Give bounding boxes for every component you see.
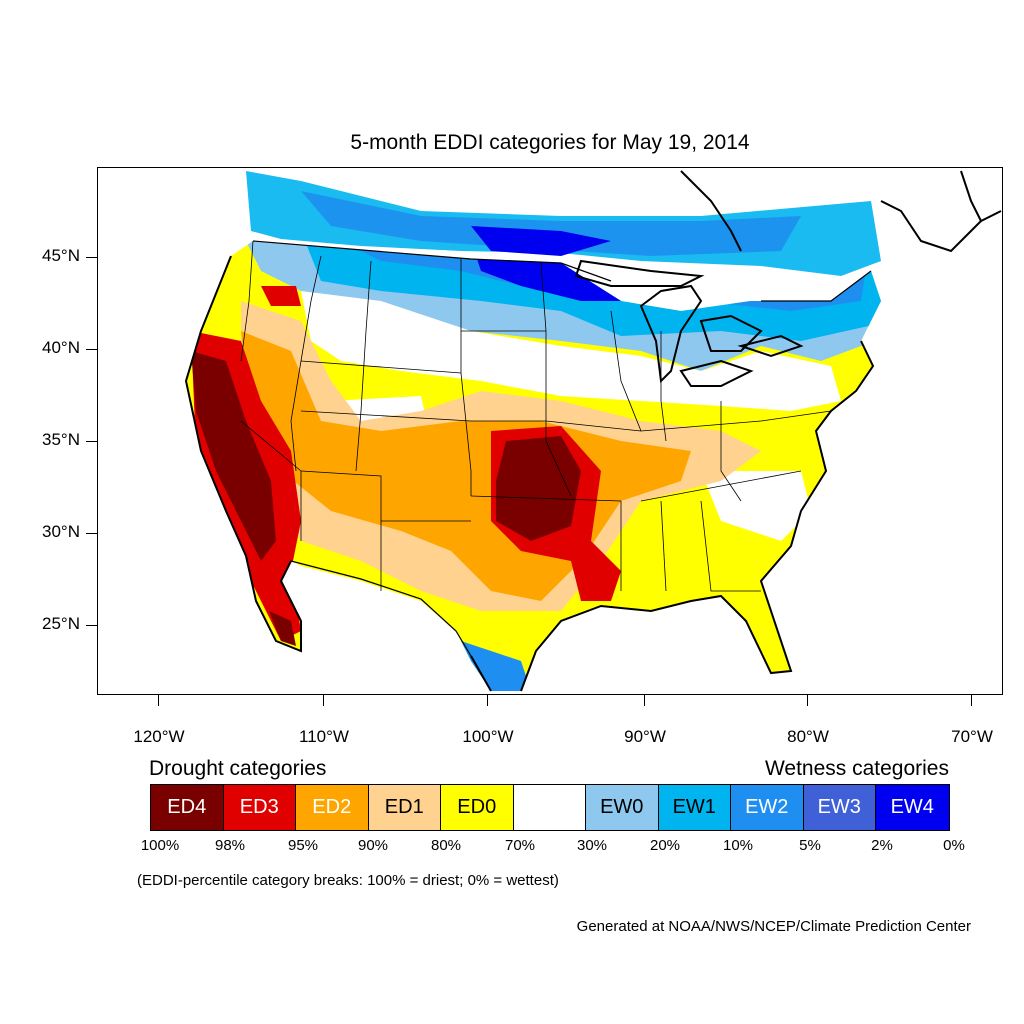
percent-break: 95%: [287, 837, 319, 854]
legend-note: (EDDI-percentile category breaks: 100% =…: [137, 872, 559, 889]
lat-label-35n: 35°N: [42, 430, 80, 449]
drought-heading: Drought categories: [149, 757, 327, 780]
lon-tick: [644, 695, 645, 706]
lat-tick: [86, 441, 97, 442]
percent-break: 0%: [943, 837, 965, 854]
national-borders: [252, 240, 872, 657]
legend-cell-ew4: EW4: [876, 785, 949, 830]
lat-tick: [86, 257, 97, 258]
lon-label-110w: 110°W: [299, 727, 349, 746]
lat-tick: [86, 625, 97, 626]
state-borders: [240, 240, 832, 592]
percent-break: 70%: [504, 837, 536, 854]
lon-label-80w: 80°W: [787, 727, 829, 746]
legend-cell-ew2: EW2: [731, 785, 804, 830]
percent-break: 30%: [576, 837, 608, 854]
lat-label-40n: 40°N: [42, 338, 80, 357]
coastlines: [184, 170, 1002, 692]
percent-break: 100%: [140, 837, 180, 854]
legend-cell-ed1: ED1: [368, 785, 441, 830]
eddi-map: [184, 170, 1002, 692]
lon-tick: [807, 695, 808, 706]
map-panel: [97, 167, 1003, 695]
lon-tick: [323, 695, 324, 706]
legend-colorbar: ED4 ED3 ED2 ED1 ED0 EW0 EW1 EW2 EW3 EW4: [150, 784, 950, 831]
percent-break: 80%: [430, 837, 462, 854]
percent-break: 98%: [214, 837, 246, 854]
legend-cell-ew0: EW0: [586, 785, 659, 830]
lon-label-70w: 70°W: [951, 727, 993, 746]
percent-break: 10%: [722, 837, 754, 854]
lon-tick: [158, 695, 159, 706]
legend-cell-ew3: EW3: [803, 785, 876, 830]
wetness-heading: Wetness categories: [764, 757, 949, 780]
percent-break: 20%: [649, 837, 681, 854]
lat-label-30n: 30°N: [42, 522, 80, 541]
percent-break: 90%: [357, 837, 389, 854]
map-title: 5-month EDDI categories for May 19, 2014: [350, 131, 750, 154]
lat-label-45n: 45°N: [42, 246, 80, 265]
percent-break: 5%: [799, 837, 821, 854]
lon-tick: [487, 695, 488, 706]
lon-label-100w: 100°W: [462, 727, 514, 746]
legend-cell-ed3: ED3: [223, 785, 296, 830]
lon-label-90w: 90°W: [624, 727, 666, 746]
lon-label-120w: 120°W: [133, 727, 185, 746]
lat-label-25n: 25°N: [42, 614, 80, 633]
legend-cell-ed4: ED4: [151, 785, 224, 830]
legend-cell-ed2: ED2: [296, 785, 369, 830]
legend-cell-ew1: EW1: [658, 785, 731, 830]
lat-tick: [86, 349, 97, 350]
lon-tick: [971, 695, 972, 706]
legend-cell-ed0: ED0: [441, 785, 514, 830]
percent-break: 2%: [871, 837, 893, 854]
lat-tick: [86, 533, 97, 534]
credit-line: Generated at NOAA/NWS/NCEP/Climate Predi…: [576, 918, 971, 935]
legend-cell-normal: [513, 785, 586, 830]
